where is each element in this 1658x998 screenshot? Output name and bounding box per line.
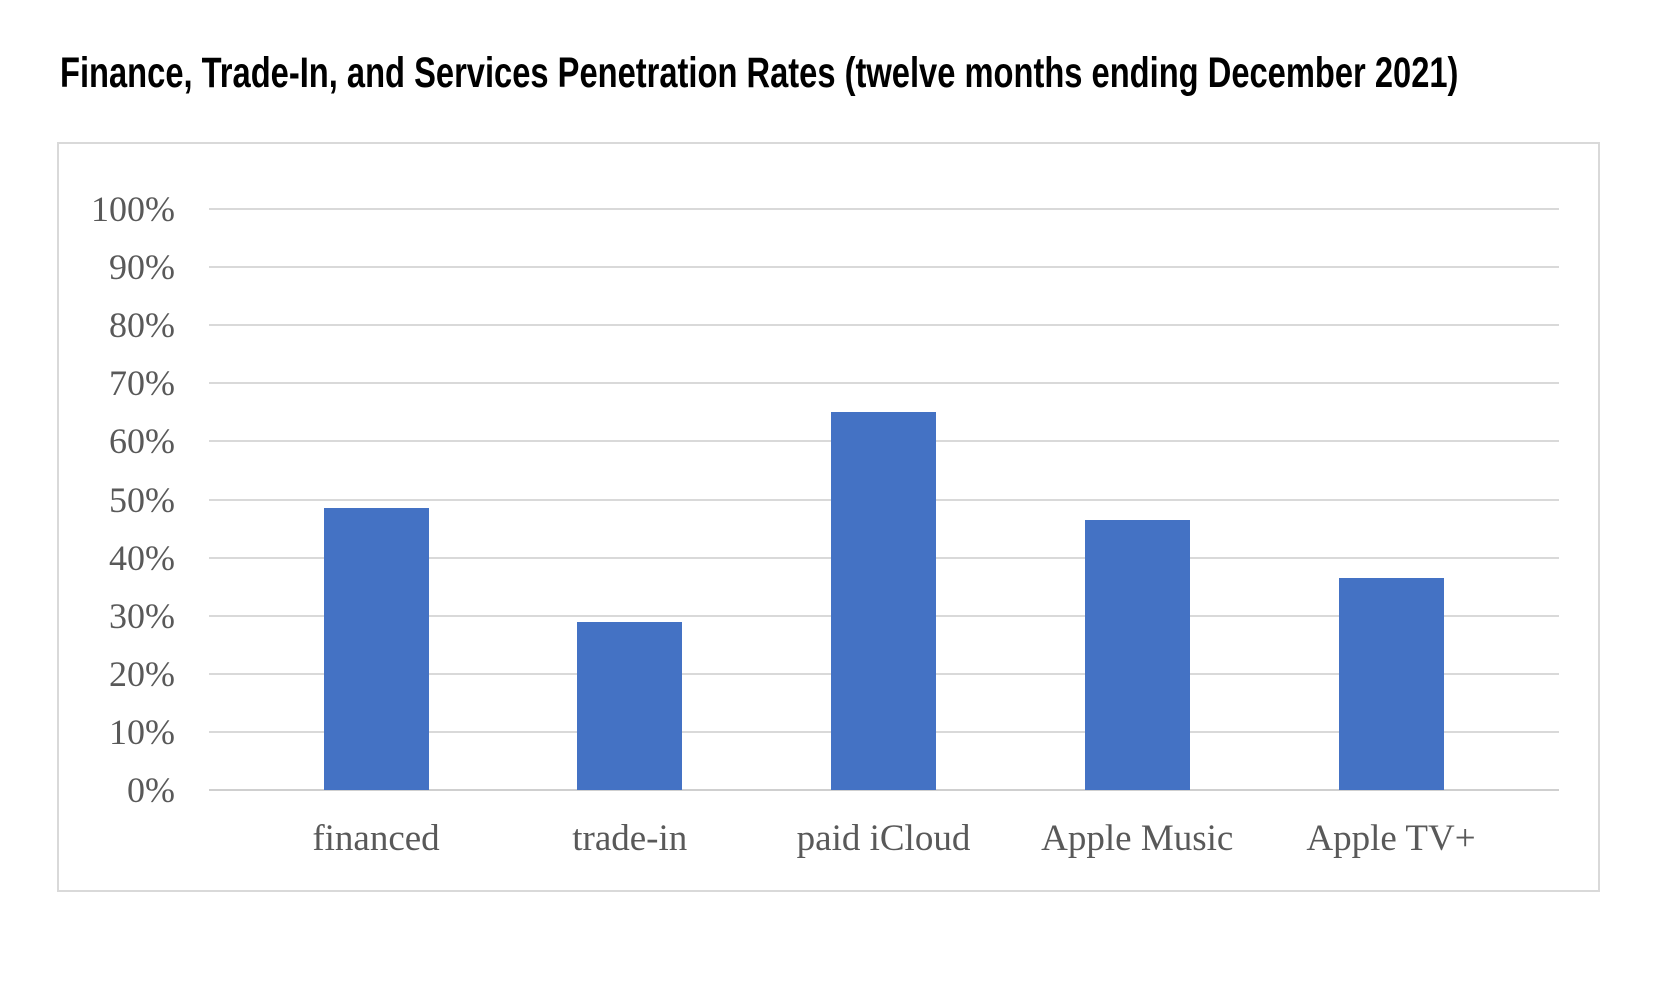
y-tick-label-0: 0% xyxy=(127,770,175,810)
bar-trade-in xyxy=(577,621,683,790)
y-tick-label-50: 50% xyxy=(109,479,175,520)
y-tick-label-70: 70% xyxy=(109,363,175,404)
gridline-100 xyxy=(209,208,1559,210)
y-tick-label-10: 10% xyxy=(109,711,175,752)
y-tick-label-100: 100% xyxy=(91,189,175,229)
category-label-trade-in: trade-in xyxy=(572,818,688,859)
y-tick-label-60: 60% xyxy=(109,421,175,462)
gridline-80 xyxy=(209,324,1559,327)
bar-apple-tv- xyxy=(1338,577,1444,790)
y-tick-label-90: 90% xyxy=(109,247,175,288)
chart-frame: 0% 10% 20% 30% 40% 50% 60% 70% 80% 90% 100% financ… xyxy=(57,142,1600,892)
y-tick-label-20: 20% xyxy=(109,653,175,694)
y-tick-label-30: 30% xyxy=(109,595,175,636)
bar-apple-music xyxy=(1084,519,1190,790)
category-label-apple-tv-: Apple TV+ xyxy=(1306,818,1476,859)
category-label-financed: financed xyxy=(312,818,440,859)
bar-financed xyxy=(323,508,429,790)
bar-paid-icloud xyxy=(831,412,936,790)
gridline-0 xyxy=(209,789,1559,791)
y-tick-label-80: 80% xyxy=(109,305,175,346)
chart-title: Finance, Trade-In, and Services Penetrat… xyxy=(60,49,1459,97)
y-tick-label-40: 40% xyxy=(109,537,175,578)
category-label-apple-music: Apple Music xyxy=(1041,818,1234,859)
gridline-90 xyxy=(209,266,1559,269)
category-label-paid-icloud: paid iCloud xyxy=(796,818,971,859)
gridline-70 xyxy=(209,382,1559,385)
plot-area xyxy=(209,208,1559,791)
